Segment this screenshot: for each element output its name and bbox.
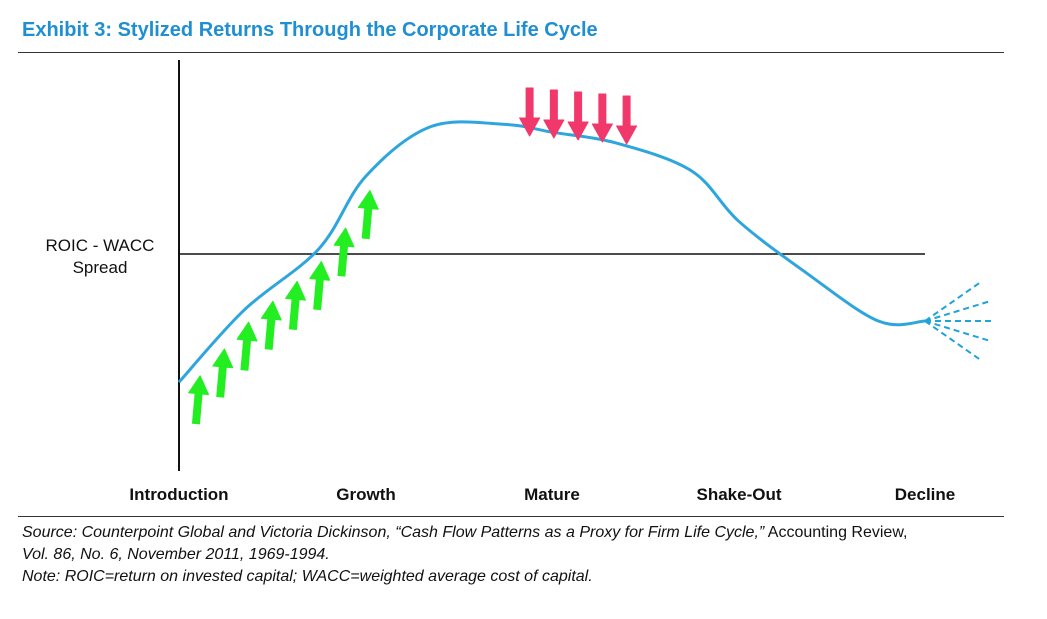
source-volume: Vol. 86, No. 6, November 2011, 1969-1994… [22,546,330,563]
source-citation: Source: Counterpoint Global and Victoria… [22,524,765,541]
mature-down-arrow [519,87,541,137]
y-axis-label: ROIC - WACC Spread [45,236,155,277]
source-line-2: Vol. 86, No. 6, November 2011, 1969-1994… [22,544,1012,566]
decline-fan-line [924,300,989,322]
growth-up-arrow [236,321,258,371]
top-divider [18,52,1004,53]
growth-up-arrow [285,280,307,330]
growth-up-arrow [188,375,210,425]
stage-label-introduction: Introduction [129,485,229,504]
mature-down-arrow [543,89,565,139]
stage-label-growth: Growth [336,485,396,504]
stage-label-decline: Decline [894,485,956,504]
growth-up-arrow [260,300,282,350]
source-line-1: Source: Counterpoint Global and Victoria… [22,522,1012,544]
stage-label-shake-out: Shake-Out [696,485,782,504]
exhibit-title: Exhibit 3: Stylized Returns Through the … [22,19,598,41]
stage-label-mature: Mature [524,485,580,504]
mature-down-arrow [567,91,589,141]
mature-down-arrow [616,95,638,145]
spread-curve [177,120,926,384]
growth-up-arrow [309,261,331,311]
growth-up-arrow [357,190,379,240]
growth-up-arrow [212,348,234,398]
growth-up-arrow [333,227,355,277]
decline-fan-line [924,282,980,322]
source-journal: Accounting Review, [764,524,908,541]
decline-fan-line [924,320,989,342]
source-note: Source: Counterpoint Global and Victoria… [22,522,1012,588]
mature-down-arrow [591,93,613,143]
bottom-divider [18,516,1004,517]
note-line: Note: ROIC=return on invested capital; W… [22,566,1012,588]
decline-fan-line [924,320,980,360]
note-text: Note: ROIC=return on invested capital; W… [22,568,593,585]
